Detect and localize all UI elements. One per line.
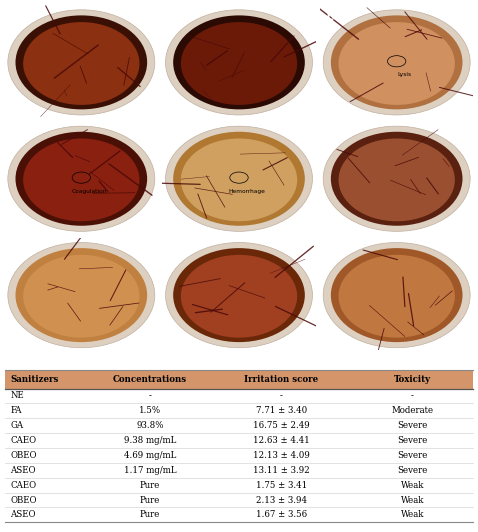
Text: H: H xyxy=(169,245,177,255)
Ellipse shape xyxy=(331,15,463,110)
Text: Severe: Severe xyxy=(397,421,427,430)
Text: 1.17 mg/mL: 1.17 mg/mL xyxy=(124,466,176,475)
Text: Lysis: Lysis xyxy=(397,72,412,77)
Ellipse shape xyxy=(23,255,140,338)
Text: 93.8%: 93.8% xyxy=(136,421,164,430)
Text: -: - xyxy=(149,392,152,401)
Text: ASEO: ASEO xyxy=(11,466,36,475)
Text: Coagulation: Coagulation xyxy=(71,188,107,194)
Text: Hemorrhage: Hemorrhage xyxy=(228,188,265,194)
Ellipse shape xyxy=(173,15,305,110)
Text: 16.75 ± 2.49: 16.75 ± 2.49 xyxy=(253,421,310,430)
Text: 12.13 ± 4.09: 12.13 ± 4.09 xyxy=(253,451,310,460)
Text: 1.5%: 1.5% xyxy=(139,406,161,415)
Ellipse shape xyxy=(323,243,470,348)
Text: Weak: Weak xyxy=(401,495,424,504)
Text: 1.67 ± 3.56: 1.67 ± 3.56 xyxy=(256,510,307,519)
Ellipse shape xyxy=(23,22,140,105)
Text: GA: GA xyxy=(11,421,23,430)
Ellipse shape xyxy=(165,243,313,348)
Ellipse shape xyxy=(338,255,455,338)
Ellipse shape xyxy=(338,22,455,105)
Text: 7.71 ± 3.40: 7.71 ± 3.40 xyxy=(256,406,307,415)
Ellipse shape xyxy=(331,248,463,342)
Text: FA: FA xyxy=(11,406,22,415)
Ellipse shape xyxy=(15,15,147,110)
Ellipse shape xyxy=(331,132,463,226)
Text: -: - xyxy=(411,392,414,401)
Ellipse shape xyxy=(323,10,470,115)
Ellipse shape xyxy=(173,248,305,342)
Text: Weak: Weak xyxy=(401,510,424,519)
Text: I: I xyxy=(326,245,330,255)
Ellipse shape xyxy=(181,22,297,105)
Text: Severe: Severe xyxy=(397,466,427,475)
Text: Severe: Severe xyxy=(397,436,427,445)
Text: OBEO: OBEO xyxy=(11,451,37,460)
Ellipse shape xyxy=(338,138,455,221)
Text: D: D xyxy=(11,128,19,138)
Text: NE: NE xyxy=(11,392,24,401)
Ellipse shape xyxy=(15,132,147,226)
Ellipse shape xyxy=(181,255,297,338)
Text: Sanitizers: Sanitizers xyxy=(11,375,59,384)
Ellipse shape xyxy=(8,243,155,348)
Text: Moderate: Moderate xyxy=(391,406,434,415)
Text: Pure: Pure xyxy=(140,510,160,519)
Text: 13.11 ± 3.92: 13.11 ± 3.92 xyxy=(253,466,310,475)
Text: CAEO: CAEO xyxy=(11,481,36,489)
Text: OBEO: OBEO xyxy=(11,495,37,504)
Bar xyxy=(5,370,473,388)
Text: E: E xyxy=(169,128,175,138)
Text: A: A xyxy=(11,12,19,22)
Ellipse shape xyxy=(8,10,155,115)
Ellipse shape xyxy=(181,138,297,221)
Text: 4.69 mg/mL: 4.69 mg/mL xyxy=(124,451,176,460)
Text: CAEO: CAEO xyxy=(11,436,36,445)
Ellipse shape xyxy=(23,138,140,221)
Text: 1.75 ± 3.41: 1.75 ± 3.41 xyxy=(256,481,307,489)
Text: -: - xyxy=(280,392,282,401)
Ellipse shape xyxy=(323,126,470,231)
Ellipse shape xyxy=(15,248,147,342)
Text: 2.13 ± 3.94: 2.13 ± 3.94 xyxy=(256,495,307,504)
Text: ASEO: ASEO xyxy=(11,510,36,519)
Ellipse shape xyxy=(165,126,313,231)
Text: 9.38 mg/mL: 9.38 mg/mL xyxy=(124,436,176,445)
Text: Pure: Pure xyxy=(140,495,160,504)
Ellipse shape xyxy=(173,132,305,226)
Text: Severe: Severe xyxy=(397,451,427,460)
Text: B: B xyxy=(169,12,176,22)
Text: Toxicity: Toxicity xyxy=(394,375,431,384)
Ellipse shape xyxy=(8,126,155,231)
Text: Concentrations: Concentrations xyxy=(113,375,187,384)
Text: C: C xyxy=(326,12,334,22)
Text: Irritation score: Irritation score xyxy=(244,375,318,384)
Text: F: F xyxy=(326,128,333,138)
Text: G: G xyxy=(11,245,19,255)
Ellipse shape xyxy=(165,10,313,115)
Text: Weak: Weak xyxy=(401,481,424,489)
Text: Pure: Pure xyxy=(140,481,160,489)
Text: 12.63 ± 4.41: 12.63 ± 4.41 xyxy=(253,436,310,445)
